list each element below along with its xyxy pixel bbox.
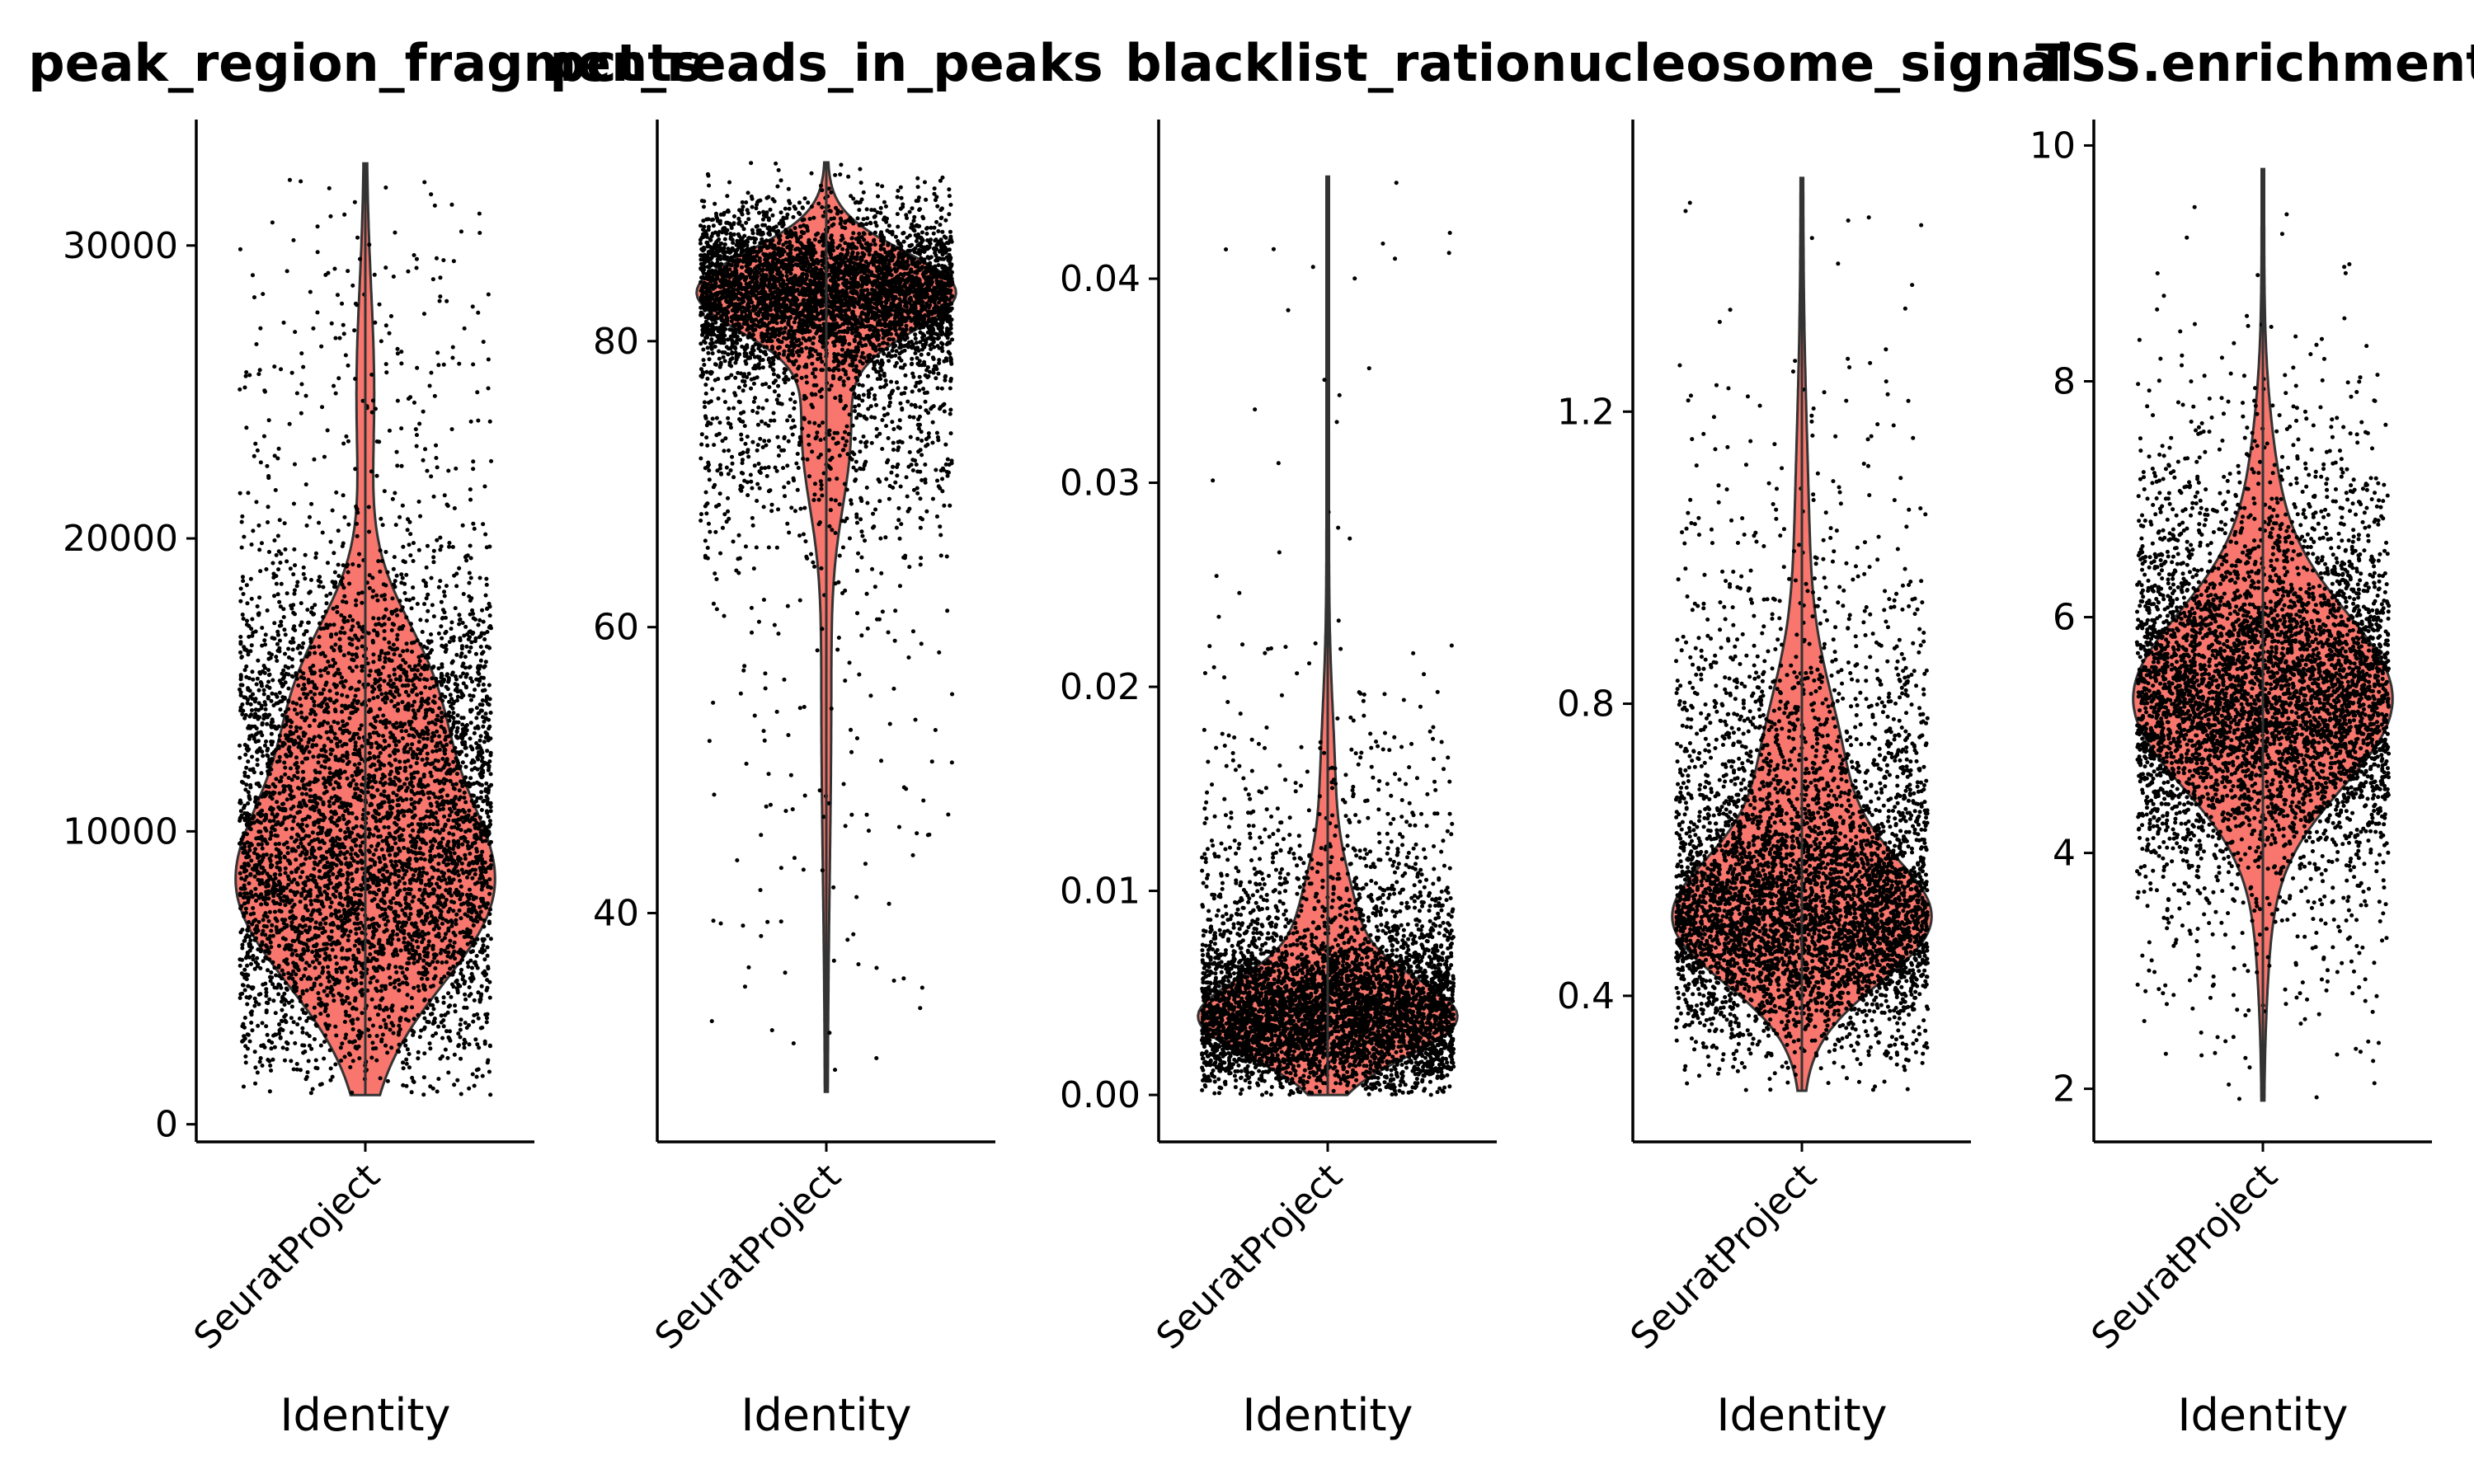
- panel-title: peak_region_fragments: [28, 33, 703, 93]
- cell-points: [698, 161, 955, 1073]
- y-tick-label: 6: [2053, 597, 2076, 639]
- y-tick-label: 30000: [63, 225, 178, 267]
- y-tick-label: 0: [155, 1104, 178, 1146]
- cell-points: [238, 177, 494, 1097]
- x-axis-title: Identity: [280, 1389, 451, 1441]
- violin-panel-2: pct_reads_in_peaks 40 60 80 SeuratProject Ide…: [549, 33, 1103, 1441]
- y-tick-label: 8: [2053, 361, 2076, 403]
- jitter-points: [698, 161, 955, 1073]
- y-tick-label: 0.01: [1060, 871, 1141, 913]
- violin-panel-5: TSS.enrichment 2 4 6 8 10 SeuratProject Identit…: [2030, 33, 2474, 1441]
- y-tick-label: 0.00: [1060, 1074, 1141, 1116]
- jitter-points: [238, 177, 494, 1097]
- x-tick-label: SeuratProject: [2084, 1156, 2286, 1358]
- y-tick-label: 0.04: [1060, 258, 1141, 300]
- panel-title: pct_reads_in_peaks: [549, 33, 1103, 93]
- y-tick-label: 2: [2053, 1068, 2076, 1111]
- x-tick-label: SeuratProject: [1623, 1156, 1825, 1358]
- y-tick-label: 4: [2053, 833, 2076, 875]
- y-tick-label: 40: [593, 893, 639, 935]
- x-axis-title: Identity: [1717, 1389, 1888, 1441]
- y-tick-label: 20000: [63, 518, 178, 560]
- y-tick-label: 10000: [63, 810, 178, 852]
- violin-panel-3: blacklist_ratio 0.00 0.01 0.02 0.03 0.04 Seura…: [1060, 33, 1531, 1441]
- jitter-points: [1673, 200, 1931, 1092]
- x-tick-label: SeuratProject: [1149, 1156, 1351, 1358]
- cell-points: [2134, 204, 2392, 1101]
- y-tick-label: 0.8: [1557, 683, 1615, 726]
- x-axis-title: Identity: [1243, 1389, 1413, 1441]
- y-tick-label: 0.4: [1557, 975, 1615, 1017]
- jitter-points: [1199, 181, 1456, 1097]
- y-tick-label: 80: [593, 321, 639, 363]
- jitter-points: [2134, 204, 2392, 1101]
- y-tick-label: 1.2: [1557, 391, 1615, 433]
- panel-title: blacklist_ratio: [1125, 33, 1530, 93]
- panel-title: nucleosome_signal: [1531, 33, 2073, 93]
- y-tick-label: 0.02: [1060, 666, 1141, 708]
- panel-title: TSS.enrichment: [2035, 33, 2474, 93]
- y-tick-label: 60: [593, 607, 639, 649]
- y-tick-label: 0.03: [1060, 463, 1141, 505]
- cell-points: [1199, 181, 1456, 1097]
- cell-points: [1673, 200, 1931, 1092]
- x-axis-title: Identity: [741, 1389, 912, 1441]
- violin-panel-1: peak_region_fragments 0 10000 20000 30000 Seu…: [28, 33, 703, 1441]
- violin-panel-4: nucleosome_signal 0.4 0.8 1.2 SeuratProject I…: [1531, 33, 2073, 1441]
- x-tick-label: SeuratProject: [186, 1156, 388, 1358]
- x-tick-label: SeuratProject: [647, 1156, 849, 1358]
- x-axis-title: Identity: [2178, 1389, 2349, 1441]
- y-tick-label: 10: [2030, 124, 2076, 167]
